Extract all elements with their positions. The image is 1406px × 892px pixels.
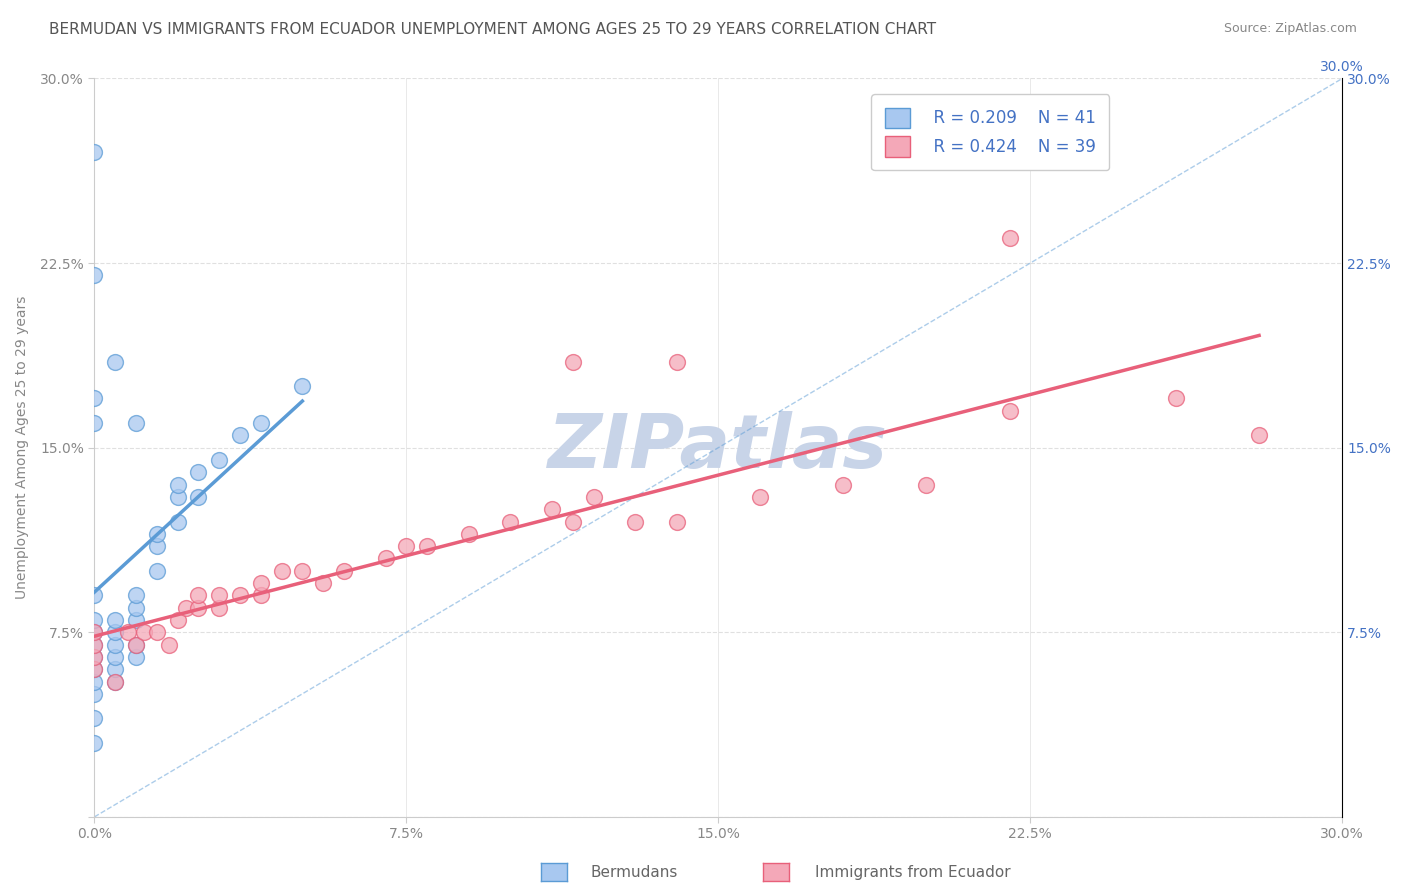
Point [249, 588, 271, 602]
Point [83, 625, 105, 640]
Point [125, 638, 148, 652]
Point [166, 490, 188, 504]
Point [187, 600, 209, 615]
Point [125, 588, 148, 602]
Point [125, 613, 148, 627]
Point [416, 539, 439, 553]
Point [83, 662, 105, 676]
Point [83, 687, 105, 701]
Point [166, 515, 188, 529]
Point [229, 428, 252, 442]
Point [146, 564, 169, 578]
Text: ZIPatlas: ZIPatlas [548, 411, 889, 484]
Point [208, 453, 231, 467]
Point [582, 490, 605, 504]
Text: Bermudans: Bermudans [591, 865, 678, 880]
Point [83, 416, 105, 430]
Text: BERMUDAN VS IMMIGRANTS FROM ECUADOR UNEMPLOYMENT AMONG AGES 25 TO 29 YEARS CORRE: BERMUDAN VS IMMIGRANTS FROM ECUADOR UNEM… [49, 22, 936, 37]
Point [125, 638, 148, 652]
Point [166, 613, 188, 627]
Point [104, 649, 127, 664]
Legend:   R = 0.209    N = 41,   R = 0.424    N = 39: R = 0.209 N = 41, R = 0.424 N = 39 [872, 95, 1109, 169]
Point [374, 551, 396, 566]
Point [117, 625, 139, 640]
Point [157, 638, 180, 652]
Point [249, 576, 271, 591]
Point [146, 625, 169, 640]
Point [665, 354, 688, 368]
Point [83, 674, 105, 689]
Point [291, 379, 314, 393]
Point [395, 539, 418, 553]
Point [208, 588, 231, 602]
Y-axis label: Unemployment Among Ages 25 to 29 years: Unemployment Among Ages 25 to 29 years [15, 296, 30, 599]
Point [998, 231, 1021, 245]
Point [83, 625, 105, 640]
Point [624, 515, 647, 529]
Point [83, 638, 105, 652]
Point [83, 268, 105, 283]
Point [104, 354, 127, 368]
Point [998, 403, 1021, 417]
Point [83, 736, 105, 750]
Point [174, 600, 197, 615]
Point [312, 576, 335, 591]
Point [229, 588, 252, 602]
Point [208, 600, 231, 615]
Point [125, 649, 148, 664]
Point [270, 564, 292, 578]
Point [125, 416, 148, 430]
Point [146, 526, 169, 541]
Point [333, 564, 356, 578]
Point [125, 600, 148, 615]
Point [1249, 428, 1271, 442]
Point [187, 490, 209, 504]
Point [166, 477, 188, 491]
Point [83, 649, 105, 664]
Point [915, 477, 938, 491]
Point [187, 588, 209, 602]
Point [83, 145, 105, 160]
Point [146, 539, 169, 553]
Point [1164, 392, 1187, 406]
Point [83, 638, 105, 652]
Point [832, 477, 855, 491]
Point [457, 526, 479, 541]
Point [83, 613, 105, 627]
Point [748, 490, 770, 504]
Point [104, 674, 127, 689]
Point [499, 515, 522, 529]
Point [83, 588, 105, 602]
Point [187, 465, 209, 479]
Point [83, 649, 105, 664]
Point [541, 502, 564, 516]
Text: Source: ZipAtlas.com: Source: ZipAtlas.com [1223, 22, 1357, 36]
Point [83, 711, 105, 725]
Point [561, 515, 583, 529]
Point [83, 392, 105, 406]
Text: Immigrants from Ecuador: Immigrants from Ecuador [815, 865, 1011, 880]
Point [83, 662, 105, 676]
Point [249, 416, 271, 430]
Point [104, 638, 127, 652]
Point [104, 613, 127, 627]
Point [104, 625, 127, 640]
Point [134, 625, 156, 640]
Point [561, 354, 583, 368]
Point [104, 674, 127, 689]
Point [291, 564, 314, 578]
Point [665, 515, 688, 529]
Point [104, 662, 127, 676]
